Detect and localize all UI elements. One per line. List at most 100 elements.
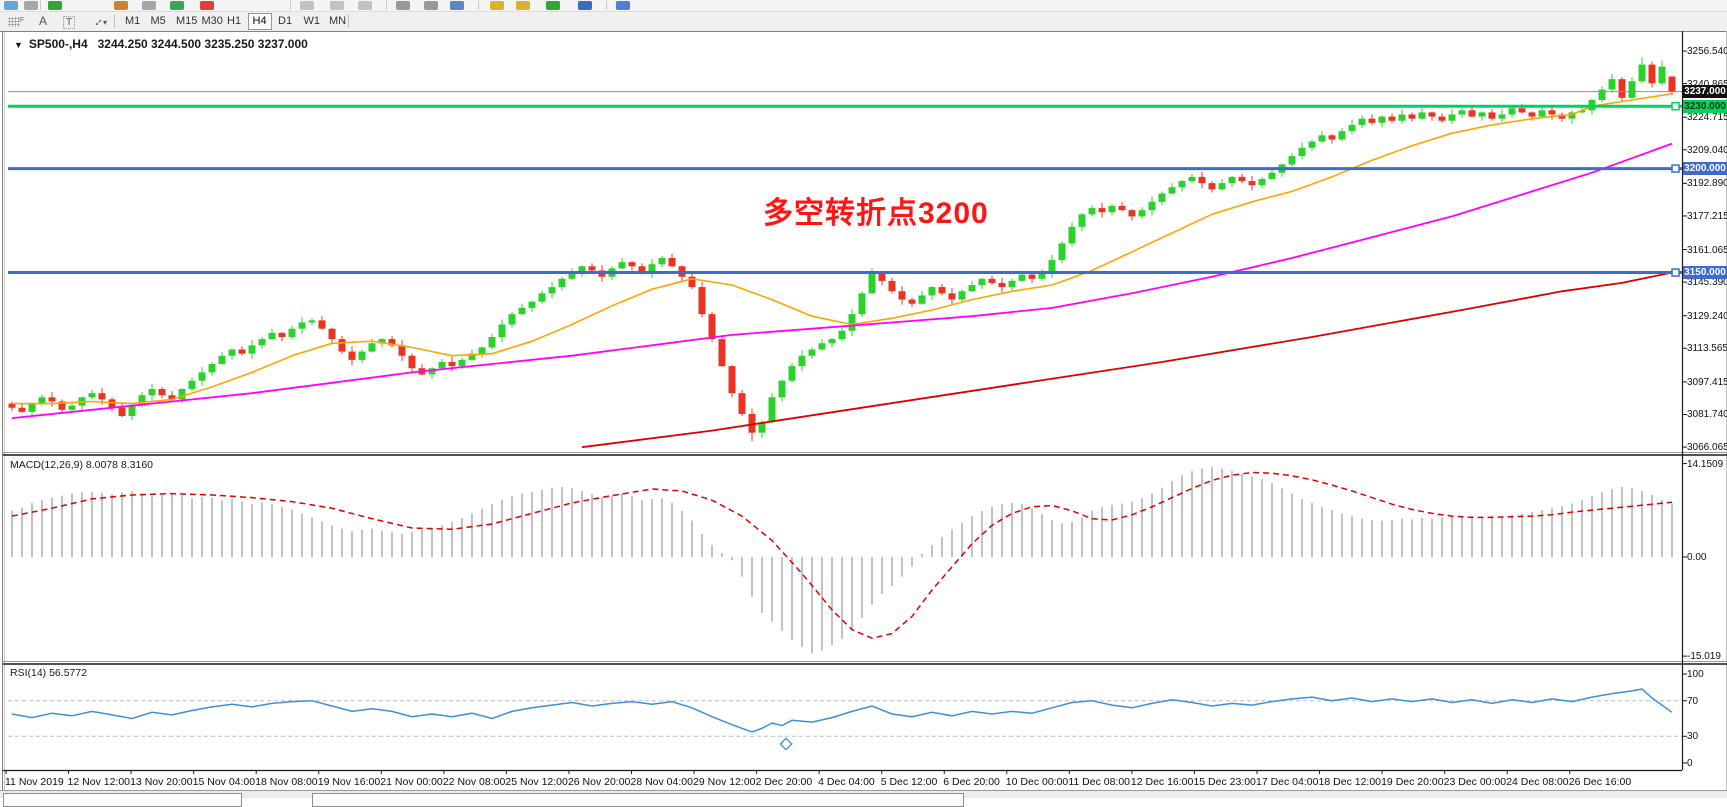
new-chart-icon[interactable]: [4, 1, 18, 10]
time-tick-label: 28 Nov 04:00: [630, 776, 693, 788]
crosshair-icon[interactable]: [546, 1, 560, 10]
candlesticks[interactable]: [8, 57, 1676, 441]
vertical-line-tool[interactable]: F: [4, 13, 28, 29]
price-tick-label: 3192.890: [1687, 178, 1727, 190]
chart-tab[interactable]: [312, 793, 964, 807]
timeframe-button-m1[interactable]: M1: [125, 15, 141, 27]
line-chart-icon[interactable]: [358, 1, 372, 10]
toolbar-separator: [114, 14, 115, 28]
time-tick-label: 12 Dec 16:00: [1130, 776, 1194, 788]
new-order-icon[interactable]: [48, 1, 62, 10]
time-tick-label: 10 Dec 00:00: [1005, 776, 1069, 788]
price-tick-label: 3097.415: [1687, 376, 1727, 388]
window-icon[interactable]: [142, 1, 156, 10]
zoom-in-icon[interactable]: [396, 1, 410, 10]
chart-shift-icon[interactable]: [616, 1, 630, 10]
ma-mid-magenta[interactable]: [11, 142, 1673, 419]
templates-icon[interactable]: [516, 1, 530, 10]
navigator-icon[interactable]: [170, 1, 184, 10]
autoscroll-icon[interactable]: [578, 1, 592, 10]
timeframe-toolbar: F A T ↔▾ M1 M5 M15 M30 H1 H4 D1 W1 MN: [0, 12, 1727, 31]
price-tick-label: 3240.865: [1687, 78, 1727, 90]
time-tick-label: 17 Dec 04:00: [1256, 776, 1319, 788]
toolbar-separator: [606, 1, 607, 10]
search-icon[interactable]: [24, 1, 38, 10]
timeframe-button-d1[interactable]: D1: [278, 15, 293, 27]
toolbar-separator: [348, 14, 349, 28]
time-tick-label: 29 Nov 12:00: [693, 776, 756, 788]
rsi-indicator-label: RSI(14) 56.5772: [10, 667, 88, 679]
time-tick-label: 5 Dec 12:00: [880, 776, 938, 788]
timeframe-button-m5[interactable]: M5: [150, 15, 166, 27]
text-label-tool[interactable]: T: [58, 13, 80, 29]
macd-histogram[interactable]: [11, 467, 1673, 654]
bars-chart-icon[interactable]: [300, 1, 314, 10]
time-tick-label: 19 Nov 16:00: [317, 776, 381, 788]
price-tick-label: 3177.215: [1687, 210, 1727, 222]
macd-tick-label: -15.019: [1687, 651, 1721, 663]
timeframe-button-m15[interactable]: M15: [176, 15, 198, 27]
time-tick-label: 24 Dec 08:00: [1506, 776, 1569, 788]
price-tag-3237.000: 3237.000: [1683, 85, 1727, 99]
rsi-line[interactable]: [11, 688, 1673, 733]
time-tick-label: 26 Nov 20:00: [567, 776, 631, 788]
price-tick-label: 3161.065: [1687, 244, 1727, 256]
timeframe-button-m30[interactable]: M30: [201, 15, 223, 27]
price-tick-label: 3224.715: [1687, 112, 1727, 124]
rsi-tick-label: 70: [1687, 695, 1699, 707]
time-tick-label: 21 Nov 00:00: [380, 776, 443, 788]
green-resistance-line-handle[interactable]: [1671, 101, 1680, 111]
time-tick-label: 15 Nov 04:00: [192, 776, 256, 788]
toolbar-separator: [290, 1, 291, 10]
price-tick-label: 3113.565: [1687, 343, 1727, 355]
macd-tick-label: 0.00: [1687, 552, 1707, 563]
rsi-tick-label: 100: [1687, 669, 1704, 680]
price-tick-label: 3209.040: [1687, 144, 1727, 156]
time-tick-label: 11 Dec 08:00: [1068, 776, 1131, 788]
timeframe-button-h1[interactable]: H1: [227, 15, 242, 27]
price-tick-label: 3066.065: [1687, 442, 1727, 454]
price-tag-3230.000: 3230.000: [1683, 99, 1727, 113]
blue-level-3200-line-handle[interactable]: [1671, 164, 1680, 173]
price-tick-label: 3256.540: [1687, 46, 1727, 57]
toolbar-separator: [40, 1, 41, 10]
timeframe-button-mn[interactable]: MN: [329, 15, 347, 27]
time-tick-label: 4 Dec 04:00: [818, 776, 875, 788]
chart-tab[interactable]: [3, 793, 242, 807]
timeframe-button-w1[interactable]: W1: [303, 15, 321, 27]
time-tick-label: 2 Dec 20:00: [755, 776, 813, 788]
macd-tick-label: 14.1509: [1687, 458, 1724, 470]
ma-slow-red[interactable]: [581, 271, 1673, 449]
chevron-down-icon: ▾: [102, 18, 107, 27]
time-tick-label: 19 Dec 20:00: [1381, 776, 1444, 788]
text-label-icon: T: [62, 16, 76, 29]
tile-windows-icon[interactable]: [450, 1, 464, 10]
arrows-tool[interactable]: ↔▾: [84, 12, 114, 30]
time-tick-label: 6 Dec 20:00: [943, 776, 1000, 788]
object-anchor-icon[interactable]: [779, 737, 793, 751]
toolbar-separator: [386, 1, 387, 10]
time-tick-label: 12 Nov 12:00: [67, 776, 131, 788]
time-tick-label: 25 Nov 12:00: [505, 776, 568, 788]
timeframe-button-h4[interactable]: H4: [247, 13, 272, 30]
indicators-icon[interactable]: [490, 1, 504, 10]
blue-level-3150-line-handle[interactable]: [1671, 268, 1680, 277]
zoom-out-icon[interactable]: [424, 1, 438, 10]
symbol-dropdown-icon[interactable]: ▼: [14, 40, 23, 50]
text-tool[interactable]: A: [32, 13, 54, 29]
time-tick-label: 22 Nov 08:00: [442, 776, 506, 788]
time-tick-label: 26 Dec 16:00: [1568, 776, 1632, 788]
candles-chart-icon[interactable]: [330, 1, 344, 10]
price-tick-label: 3129.240: [1687, 310, 1727, 322]
macd-signal-line[interactable]: [11, 471, 1673, 639]
price-tick-label: 3145.390: [1687, 277, 1727, 289]
alert-icon[interactable]: [200, 1, 214, 10]
toolbar-separator: [478, 1, 479, 10]
history-center-icon[interactable]: [114, 1, 128, 10]
chart-title: ▼ SP500-,H4 3244.250 3244.500 3235.250 323…: [14, 37, 308, 51]
ma-fast-orange[interactable]: [12, 92, 1673, 405]
price-tag-3150.000: 3150.000: [1683, 266, 1727, 280]
chart-annotation-text[interactable]: 多空转折点3200: [763, 197, 989, 230]
